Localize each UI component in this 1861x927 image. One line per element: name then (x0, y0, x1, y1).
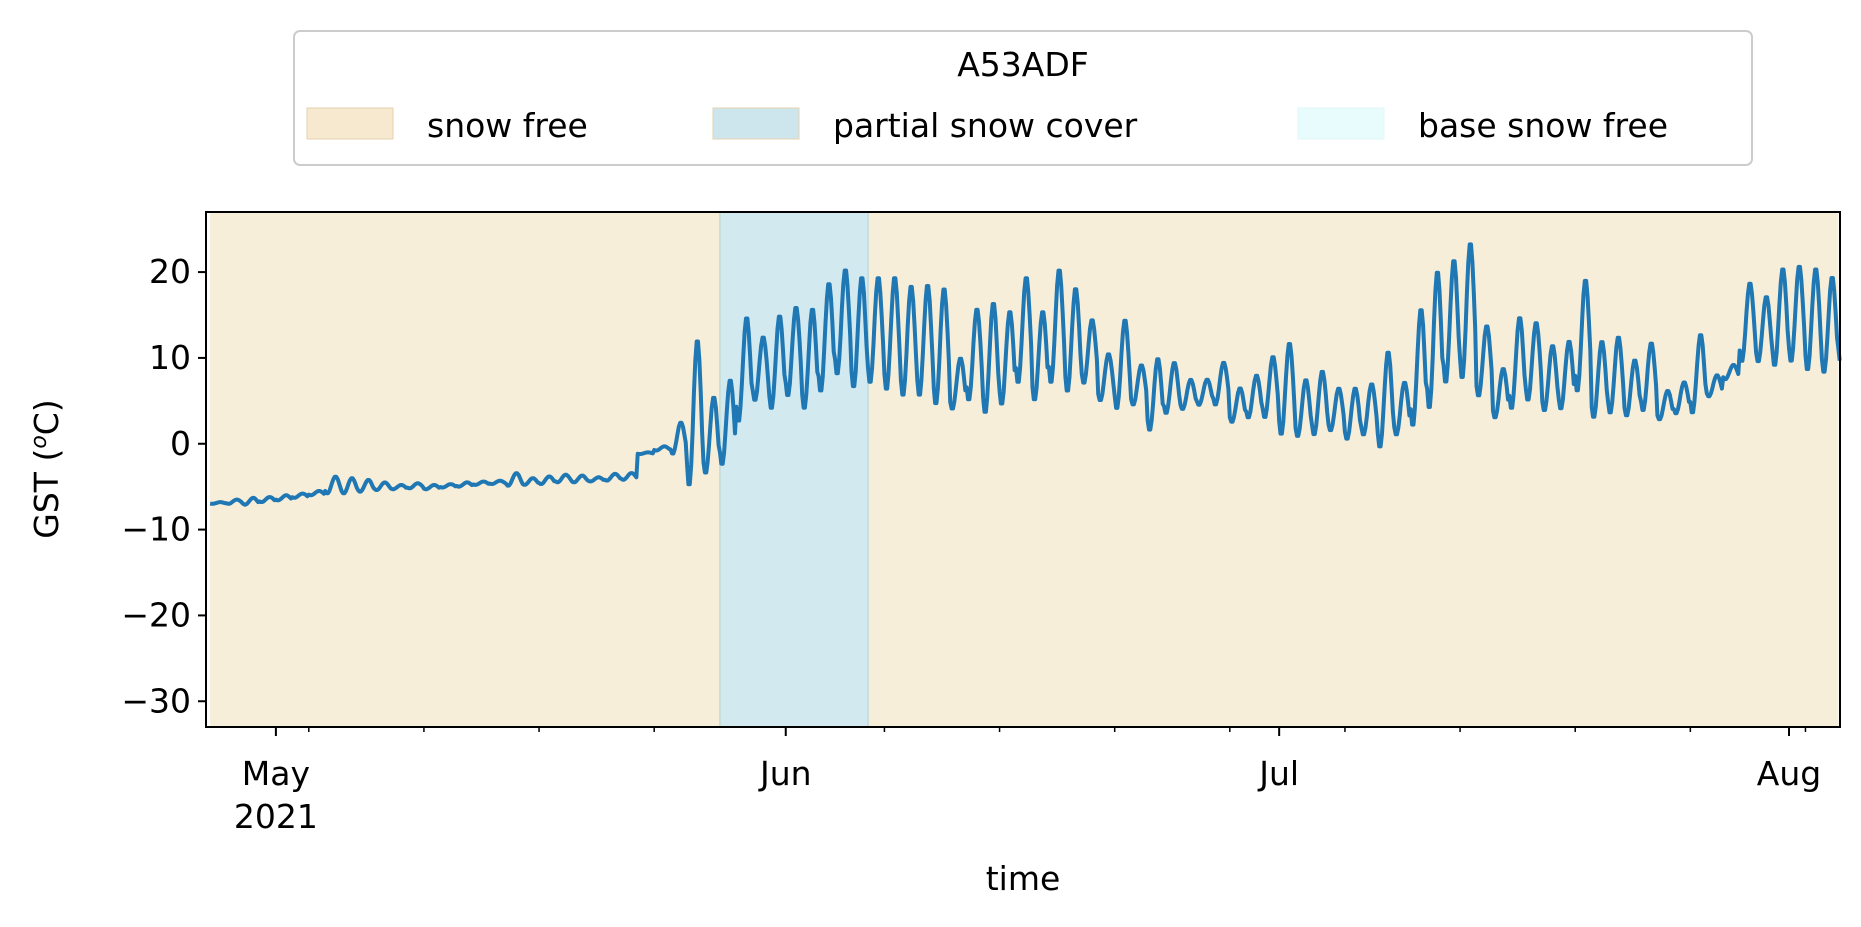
x-tick-label: Jun (758, 754, 812, 793)
plot-area (205, 211, 1842, 728)
x-tick-label: Aug (1757, 754, 1821, 793)
span-snow-free (210, 212, 720, 727)
series-layer (209, 242, 1842, 507)
x-axis-label: time (986, 859, 1061, 898)
x-tick-label: Jul (1257, 754, 1299, 793)
x-axis: May 2021 Jun Jul Aug (234, 727, 1821, 836)
legend-swatch (712, 107, 800, 140)
legend-swatch (306, 107, 394, 140)
y-tick-label: −10 (121, 510, 191, 549)
y-tick-label: 20 (149, 252, 191, 291)
legend-label: base snow free (1418, 106, 1668, 145)
y-axis-label: GST (oC) (27, 399, 66, 538)
legend-label: snow free (427, 106, 588, 145)
x-tick-sublabel: 2021 (234, 797, 318, 836)
y-tick-label: −30 (121, 681, 191, 720)
x-tick-label: May (242, 754, 310, 793)
legend: A53ADF snow free partial snow cover base s… (293, 30, 1753, 166)
legend-swatch (1297, 107, 1385, 140)
y-tick-label: −20 (121, 595, 191, 634)
legend-title: A53ADF (957, 45, 1089, 84)
legend-frame (293, 30, 1753, 166)
legend-label: partial snow cover (833, 106, 1138, 145)
y-tick-label: 10 (149, 338, 191, 377)
y-axis: −30 −20 −10 0 10 20 (121, 252, 206, 720)
series-line (209, 242, 1842, 507)
span-snow-free (867, 212, 1839, 727)
y-tick-label: 0 (170, 424, 191, 463)
legend-entries: snow free partial snow cover base snow fre… (306, 106, 1668, 145)
plot-frame (205, 211, 1841, 728)
